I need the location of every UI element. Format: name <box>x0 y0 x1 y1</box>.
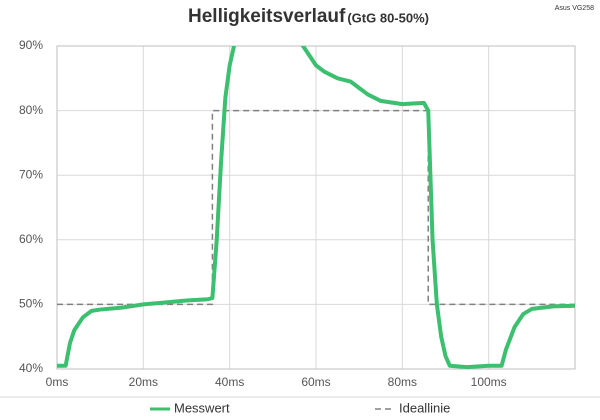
x-tick-label: 80ms <box>388 375 417 389</box>
y-tick-label: 90% <box>19 38 43 52</box>
y-tick-label: 80% <box>19 103 43 117</box>
y-tick-label: 70% <box>19 167 43 181</box>
y-tick-label: 50% <box>19 297 43 311</box>
chart-title: Helligkeitsverlauf <box>188 6 346 27</box>
x-tick-label: 60ms <box>301 375 330 389</box>
x-tick-label: 0ms <box>46 375 69 389</box>
y-tick-label: 60% <box>19 232 43 246</box>
plot-border <box>56 45 576 370</box>
chart-subtitle: (GtG 80-50%) <box>347 10 429 25</box>
legend-label: Messwert <box>174 400 230 415</box>
x-tick-label: 100ms <box>471 375 507 389</box>
legend-label: Ideallinie <box>399 400 450 415</box>
annotation: Asus VG258 <box>555 5 594 12</box>
series-line <box>57 109 575 306</box>
series-line <box>57 46 575 369</box>
plot-area <box>57 46 575 369</box>
x-tick-label: 20ms <box>129 375 158 389</box>
x-tick-label: 40ms <box>215 375 244 389</box>
y-tick-label: 40% <box>19 361 43 375</box>
